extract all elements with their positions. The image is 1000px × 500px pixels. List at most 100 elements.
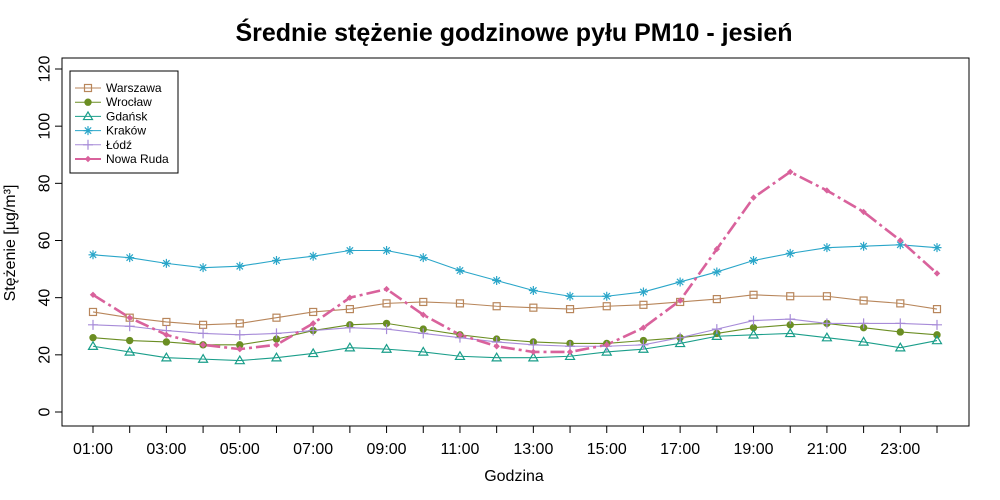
x-axis: 01:00 03:00 05:00 07:00 09:00 11:00 13:00 15:00… [73,426,938,458]
data-point [455,299,465,308]
data-point [197,353,209,363]
legend-entry-label: Warszawa [106,81,162,95]
data-point [785,248,795,258]
data-point [198,328,209,339]
legend-swatch-marker [82,110,94,121]
data-point [88,307,98,317]
series-lines [92,170,938,362]
data-point [637,343,649,353]
data-point [530,348,537,356]
data-point [786,292,795,301]
data-point [419,297,428,307]
series-points-kraków [88,240,942,301]
data-point [860,208,867,216]
legend-swatch-marker [83,83,93,93]
data-point [747,329,760,339]
data-point [125,336,134,345]
data-point [859,241,869,251]
data-point [674,337,686,348]
series-points-gdańsk [87,327,943,365]
x-tick-label: 03:00 [146,441,186,458]
data-point [601,346,613,356]
data-point [89,291,97,299]
data-point [675,277,685,287]
data-point [383,285,390,293]
data-point [87,340,99,351]
y-tick-label: 0 [37,407,54,416]
chart-title: Średnie stężenie godzinowe pyłu PM10 - j… [235,17,792,47]
legend-swatch-marker [84,155,92,163]
data-point [308,251,318,261]
y-tick-label: 100 [37,113,54,140]
x-tick-label: 19:00 [733,441,773,458]
data-point [712,294,721,304]
data-point [749,290,758,299]
data-point [492,276,502,286]
data-point [712,267,722,277]
data-point [711,324,722,335]
y-axis: 0 20 40 60 80 100 120 [37,56,62,416]
data-point [711,330,723,341]
data-point [160,352,172,362]
data-point [89,333,97,342]
data-point [420,311,427,319]
data-point [821,331,833,342]
x-tick-label: 13:00 [513,441,553,458]
data-point [309,320,317,327]
data-point [307,347,319,358]
data-point [750,194,757,201]
data-point [273,341,280,349]
data-point [492,302,501,311]
data-point [932,305,942,314]
data-point [125,253,135,263]
data-point [270,352,283,362]
data-point [676,297,684,304]
legend-entry-label: Łódź [106,138,132,152]
x-tick-label: 05:00 [220,441,260,458]
data-point [271,328,282,339]
x-tick-label: 11:00 [441,441,480,458]
data-point [163,331,170,339]
data-point [346,294,354,301]
data-point [748,315,759,326]
data-point [198,263,208,273]
data-point [271,256,281,266]
data-point [198,320,208,329]
data-point [124,321,135,332]
series-points-warszawa [88,290,942,329]
x-tick-label: 09:00 [367,441,407,458]
series-line-łódź [92,318,938,347]
data-point [858,318,869,329]
data-point [527,352,539,362]
data-point [895,240,905,250]
series-line-warszawa [92,294,938,326]
data-point [640,324,647,331]
data-point [381,343,393,353]
legend-swatch-marker [84,98,92,106]
data-point [713,245,721,253]
data-point [88,319,98,330]
data-point [566,348,574,356]
legend-entry-label: Wrocław [106,95,152,109]
data-point [162,338,171,346]
data-point [931,334,943,345]
data-point [455,266,465,276]
data-point [933,270,941,277]
data-point [381,324,392,335]
data-point [896,328,905,336]
series-points-nowa-ruda [89,168,941,356]
series-line-gdańsk [92,332,938,362]
legend-entry-label: Gdańsk [106,109,148,123]
data-point [491,352,503,362]
data-point [784,327,796,338]
legend-swatch-marker [83,126,93,136]
data-point [309,307,318,317]
y-tick-label: 20 [37,346,54,364]
data-point [749,256,759,266]
data-point [236,345,243,353]
series-line-nowa-ruda [92,170,938,354]
data-point [162,317,171,327]
x-axis-label: Godzina [484,468,544,485]
